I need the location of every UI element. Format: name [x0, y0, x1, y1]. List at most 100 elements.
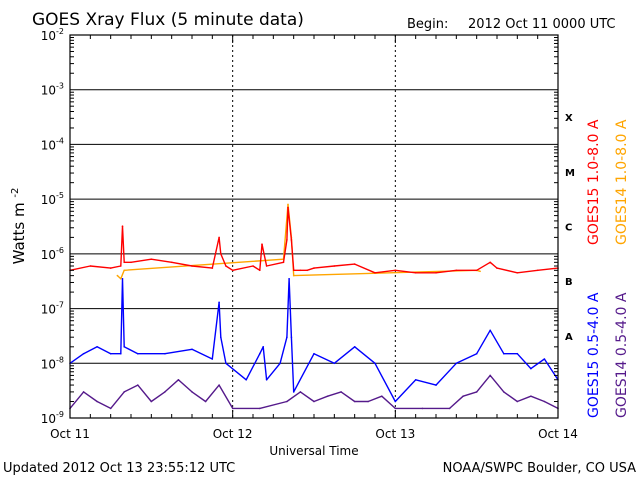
series-point	[164, 352, 166, 355]
series-line	[116, 203, 481, 280]
y-tick-label-base: 10	[41, 193, 56, 207]
credit-text: NOAA/SWPC Boulder, CO USA	[443, 461, 636, 476]
series-line	[69, 278, 559, 403]
flare-class-label: B	[565, 277, 573, 288]
series-point	[96, 346, 98, 348]
y-tick-label-exp: -6	[56, 246, 64, 255]
series-point	[374, 272, 376, 274]
x-tick-label: Oct 12	[213, 427, 253, 441]
flare-class-labels: X M C B A	[565, 113, 575, 343]
series-point	[218, 301, 220, 304]
series-point	[170, 261, 173, 264]
series-point	[252, 265, 254, 267]
series-point	[116, 274, 119, 277]
series-point	[479, 270, 481, 273]
y-tick-label-base: 10	[41, 29, 56, 43]
series-point	[262, 346, 265, 348]
x-tick-label: Oct 14	[538, 427, 578, 441]
series-point	[475, 391, 478, 393]
series-point	[89, 265, 92, 267]
series-point	[164, 391, 166, 393]
series-line	[69, 374, 559, 410]
series-point	[231, 269, 234, 272]
series-point	[503, 352, 505, 355]
series-point	[225, 265, 227, 267]
legend: GOES15 1.0-8.0 A GOES14 1.0-8.0 A GOES15 0…	[586, 119, 630, 418]
y-tick-label-exp: -8	[56, 355, 64, 364]
series-point	[211, 267, 214, 269]
y-tick-label: 10-7	[41, 301, 64, 317]
y-tick-label-base: 10	[41, 357, 56, 371]
y-tick-label-exp: -9	[56, 410, 64, 419]
y-tick-label-exp: -5	[56, 191, 64, 200]
y-tick-label: 10-3	[41, 82, 64, 98]
series-point	[374, 362, 376, 365]
x-tick-label: Oct 13	[375, 427, 415, 441]
series-point	[394, 407, 397, 410]
series-point	[530, 395, 532, 398]
series-point	[220, 253, 222, 255]
series-point	[313, 352, 315, 355]
series-point	[218, 236, 220, 239]
series-point	[536, 269, 539, 272]
series-point	[414, 272, 417, 274]
begin-label: Begin:	[407, 17, 448, 32]
series-point	[333, 362, 336, 365]
series-point	[191, 348, 193, 351]
x-tick-labels: Oct 11 Oct 12 Oct 13 Oct 14	[50, 427, 578, 441]
series-point	[261, 243, 263, 245]
begin-value: 2012 Oct 11 0000 UTC	[468, 17, 616, 32]
series-point	[421, 407, 424, 410]
series-layer	[69, 203, 559, 410]
y-tick-label-base: 10	[41, 248, 56, 262]
y-axis-label-text: Watts m	[10, 202, 28, 264]
series-point	[313, 400, 315, 403]
y-tick-label: 10-2	[41, 27, 64, 43]
series-point	[286, 336, 288, 339]
series-point	[231, 407, 234, 410]
series-point	[225, 362, 227, 365]
series-point	[286, 400, 288, 403]
series-point	[204, 400, 207, 403]
y-tick-label-base: 10	[41, 303, 56, 317]
series-point	[121, 278, 124, 280]
series-point	[435, 272, 437, 274]
series-point	[475, 352, 478, 355]
series-point	[150, 400, 153, 403]
series-point	[290, 336, 293, 339]
series-point	[177, 379, 180, 381]
series-point	[292, 269, 295, 272]
chart-title: GOES Xray Flux (5 minute data)	[32, 10, 304, 30]
series-point	[353, 400, 356, 403]
series-point	[259, 269, 261, 272]
series-point	[367, 400, 370, 403]
axis-ticks	[69, 35, 559, 418]
series-point	[82, 352, 85, 355]
series-point	[123, 269, 125, 272]
x-axis-label: Universal Time	[269, 444, 358, 458]
x-tick-label: Oct 11	[50, 427, 90, 441]
series-point	[543, 400, 546, 403]
series-point	[96, 400, 98, 403]
y-tick-label-exp: -7	[56, 301, 64, 310]
series-point	[288, 278, 290, 280]
flare-class-label: C	[565, 223, 572, 234]
series-point	[245, 379, 247, 381]
series-point	[150, 258, 153, 261]
y-tick-label: 10-5	[41, 191, 64, 207]
updated-text: Updated 2012 Oct 13 23:55:12 UTC	[3, 461, 235, 476]
series-point	[109, 352, 112, 355]
series-point	[220, 336, 222, 339]
legend-entry: GOES15 1.0-8.0 A	[586, 119, 602, 245]
series-point	[120, 265, 122, 267]
series-point	[299, 391, 302, 393]
y-tick-label: 10-4	[41, 136, 64, 152]
series-point	[191, 265, 193, 267]
grid-lines	[70, 34, 558, 419]
series-point	[120, 278, 122, 280]
series-point	[259, 407, 261, 410]
series-point	[123, 346, 125, 348]
series-point	[191, 391, 193, 393]
series-point	[435, 384, 437, 386]
